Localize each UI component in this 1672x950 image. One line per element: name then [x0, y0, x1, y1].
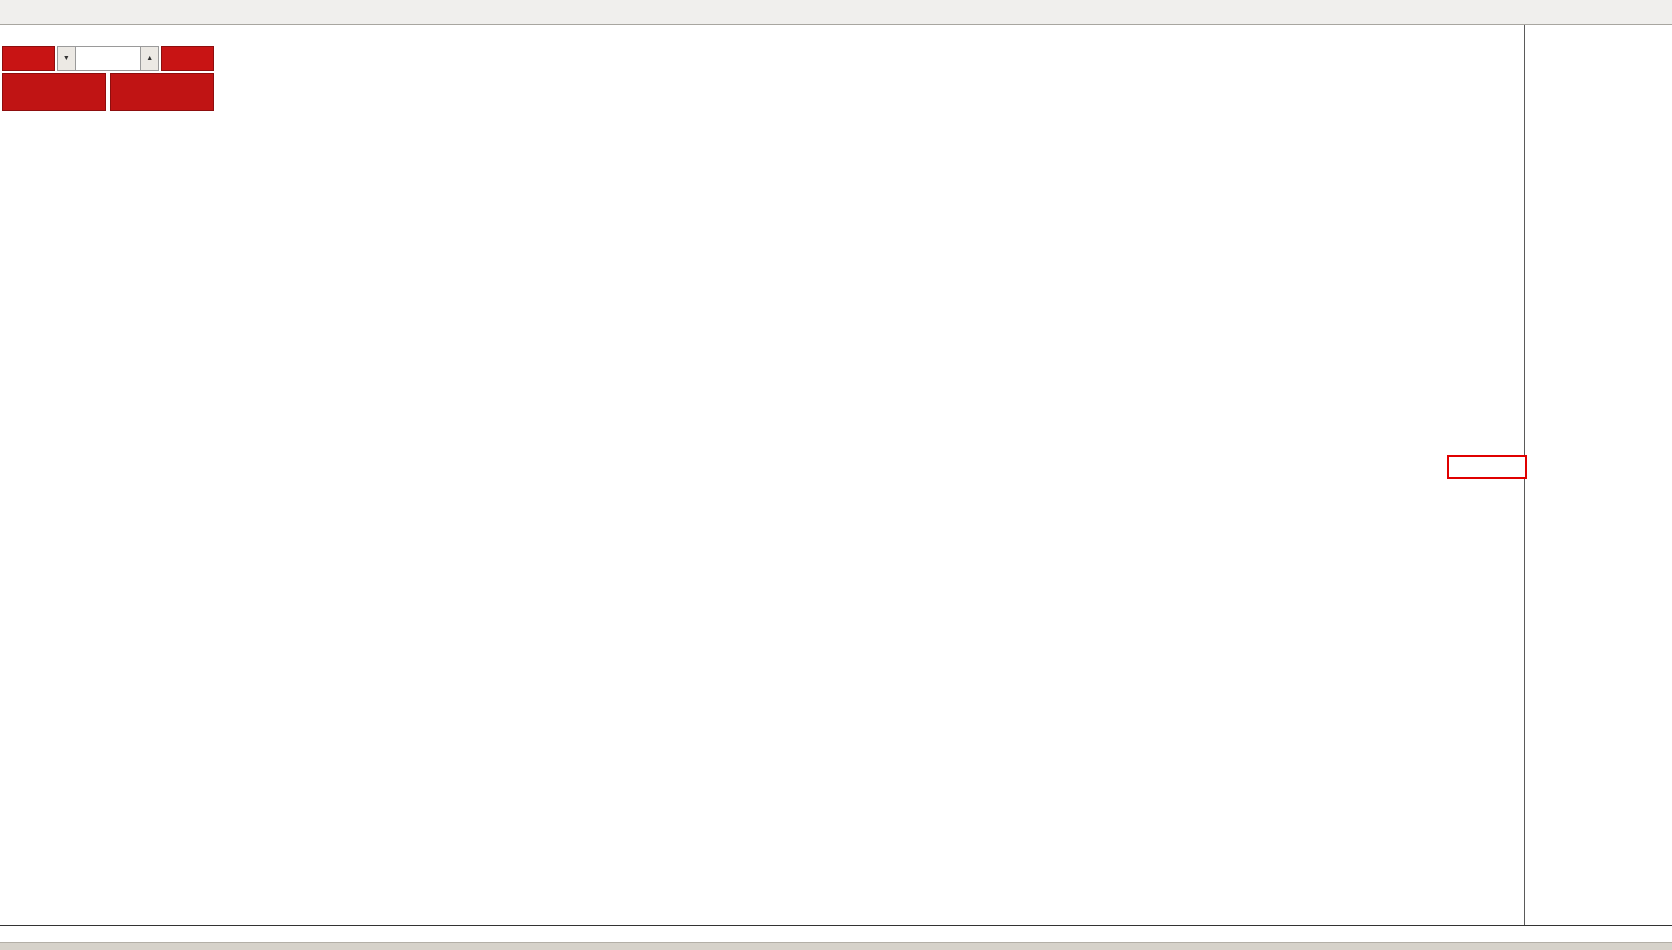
- volume-input[interactable]: [75, 46, 141, 71]
- volume-decrease-button[interactable]: ▼: [56, 46, 76, 71]
- window-bottom-strip: [0, 942, 1672, 950]
- buy-button[interactable]: [161, 46, 215, 71]
- macd-indicator-label: [4, 571, 10, 583]
- sell-button[interactable]: [2, 46, 55, 71]
- price-callout-label[interactable]: [1447, 455, 1527, 479]
- symbol-info-bar[interactable]: [6, 30, 16, 42]
- volume-increase-button[interactable]: ▲: [140, 46, 160, 71]
- buy-price-display[interactable]: [110, 73, 214, 111]
- chart-canvas[interactable]: [0, 24, 1524, 925]
- chart-area[interactable]: ▼ ▲: [0, 24, 1672, 950]
- rsi-indicator-label: [4, 773, 7, 785]
- sell-price-display[interactable]: [2, 73, 106, 111]
- one-click-trading-panel: ▼ ▲: [2, 46, 215, 111]
- toolbar: [0, 0, 1672, 25]
- time-axis[interactable]: [0, 925, 1672, 943]
- price-axis[interactable]: [1525, 24, 1672, 925]
